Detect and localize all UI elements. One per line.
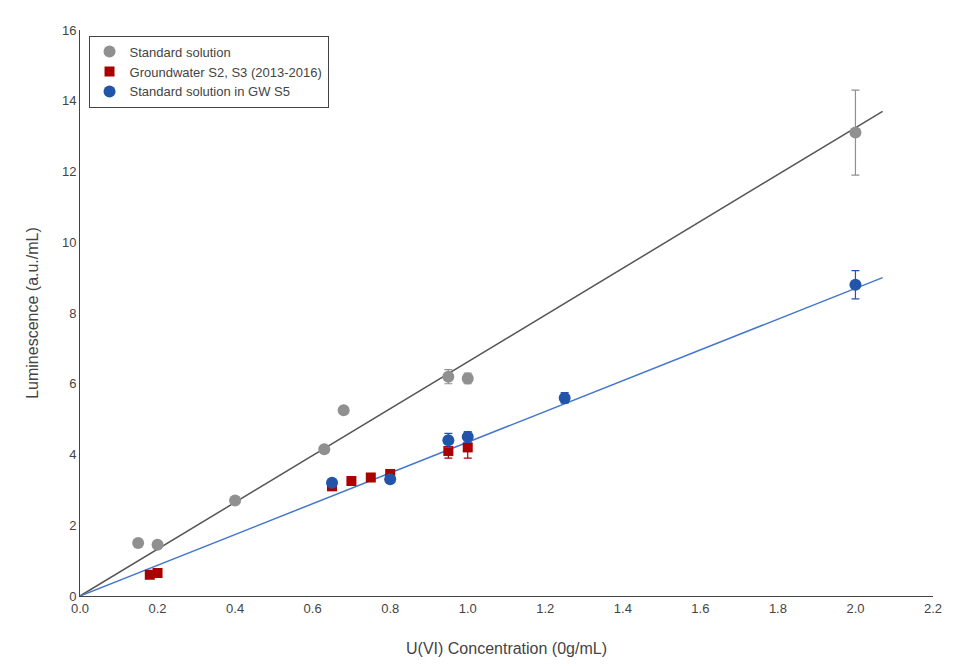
svg-text:1.2: 1.2 (536, 601, 554, 616)
svg-text:8: 8 (69, 306, 76, 321)
svg-text:0.2: 0.2 (149, 601, 167, 616)
svg-text:Groundwater S2, S3 (2013-2016): Groundwater S2, S3 (2013-2016) (130, 65, 322, 80)
svg-text:4: 4 (69, 447, 76, 462)
svg-text:1.6: 1.6 (691, 601, 709, 616)
svg-text:2.0: 2.0 (846, 601, 864, 616)
svg-text:Standard solution: Standard solution (130, 45, 231, 60)
svg-text:Standard solution in GW S5: Standard solution in GW S5 (130, 84, 290, 99)
svg-text:0.4: 0.4 (226, 601, 244, 616)
svg-text:10: 10 (62, 235, 76, 250)
svg-text:12: 12 (62, 164, 76, 179)
svg-text:2.2: 2.2 (924, 601, 942, 616)
svg-text:0: 0 (69, 589, 76, 604)
svg-text:0.8: 0.8 (381, 601, 399, 616)
svg-text:0.6: 0.6 (304, 601, 322, 616)
svg-text:16: 16 (62, 23, 76, 38)
svg-text:1.8: 1.8 (769, 601, 787, 616)
svg-text:14: 14 (62, 93, 76, 108)
svg-text:U(VI) Concentration (0g/mL): U(VI) Concentration (0g/mL) (406, 640, 607, 657)
svg-text:1.4: 1.4 (614, 601, 632, 616)
svg-text:6: 6 (69, 376, 76, 391)
svg-text:Luminescence (a.u./mL): Luminescence (a.u./mL) (24, 227, 41, 399)
svg-text:1.0: 1.0 (459, 601, 477, 616)
svg-text:0.0: 0.0 (71, 601, 89, 616)
svg-text:2: 2 (69, 518, 76, 533)
